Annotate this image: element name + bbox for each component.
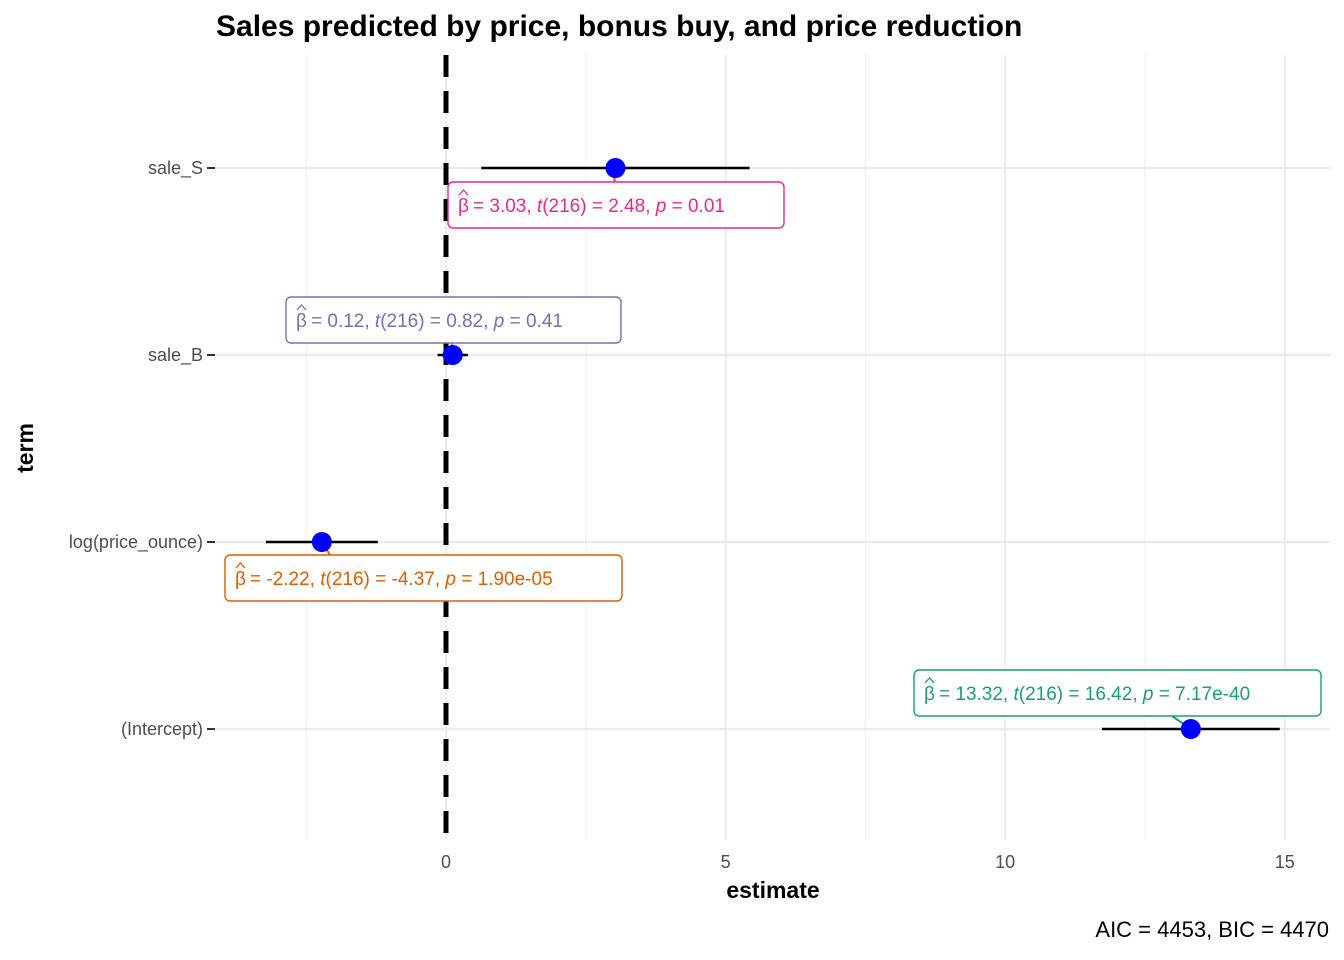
x-tick-label: 5: [721, 852, 731, 872]
estimate-label: = 0.12, t(216) = 0.82, p = 0.41: [311, 311, 563, 332]
axes: 0 5 10 15 sale_S sale_B log(price_ounce) (Inter…: [69, 158, 1295, 872]
x-tick-label: 10: [995, 852, 1015, 872]
y-tick-label: log(price_ounce): [69, 532, 203, 553]
estimate-label-box: [913, 669, 1322, 717]
estimate-label: = 3.03, t(216) = 2.48, p = 0.01: [473, 196, 725, 217]
term-row: β = -2.22, t(216) = -4.37, p = 1.90e-05: [224, 532, 623, 602]
x-axis-title: estimate: [726, 877, 819, 903]
estimate-label-box: [447, 181, 785, 229]
y-axis-title: term: [12, 423, 38, 473]
hat-accent: [296, 304, 307, 311]
x-tick-label: 15: [1275, 852, 1295, 872]
term-row: β = 0.12, t(216) = 0.82, p = 0.41: [285, 296, 622, 365]
chart-marks: β = 3.03, t(216) = 2.48, p = 0.01β = 0.12,…: [224, 158, 1322, 739]
model-fit-caption: AIC = 4453, BIC = 4470: [1095, 917, 1329, 942]
x-tick-label: 0: [441, 852, 451, 872]
estimate-point: [605, 158, 626, 178]
estimate-label-box: [285, 296, 622, 344]
term-row: β = 13.32, t(216) = 16.42, p = 7.17e-40: [913, 669, 1322, 739]
grid: [215, 55, 1330, 840]
beta-hat-symbol: β: [458, 196, 469, 217]
beta-hat-symbol: β: [235, 569, 246, 590]
estimate-label: = 13.32, t(216) = 16.42, p = 7.17e-40: [939, 684, 1250, 705]
estimate-point: [442, 345, 463, 365]
hat-accent: [458, 189, 469, 196]
hat-accent: [235, 562, 246, 569]
chart-title: Sales predicted by price, bonus buy, and…: [216, 10, 1022, 43]
estimate-label-box: [224, 554, 623, 602]
beta-hat-symbol: β: [296, 311, 307, 332]
y-tick-label: sale_B: [148, 345, 203, 366]
hat-accent: [924, 677, 935, 684]
y-tick-label: (Intercept): [121, 719, 203, 739]
estimate-label: = -2.22, t(216) = -4.37, p = 1.90e-05: [250, 569, 553, 590]
estimate-point: [311, 532, 332, 552]
estimate-point: [1180, 719, 1201, 739]
beta-hat-symbol: β: [924, 684, 935, 705]
term-row: β = 3.03, t(216) = 2.48, p = 0.01: [447, 158, 785, 229]
y-tick-label: sale_S: [148, 158, 203, 179]
